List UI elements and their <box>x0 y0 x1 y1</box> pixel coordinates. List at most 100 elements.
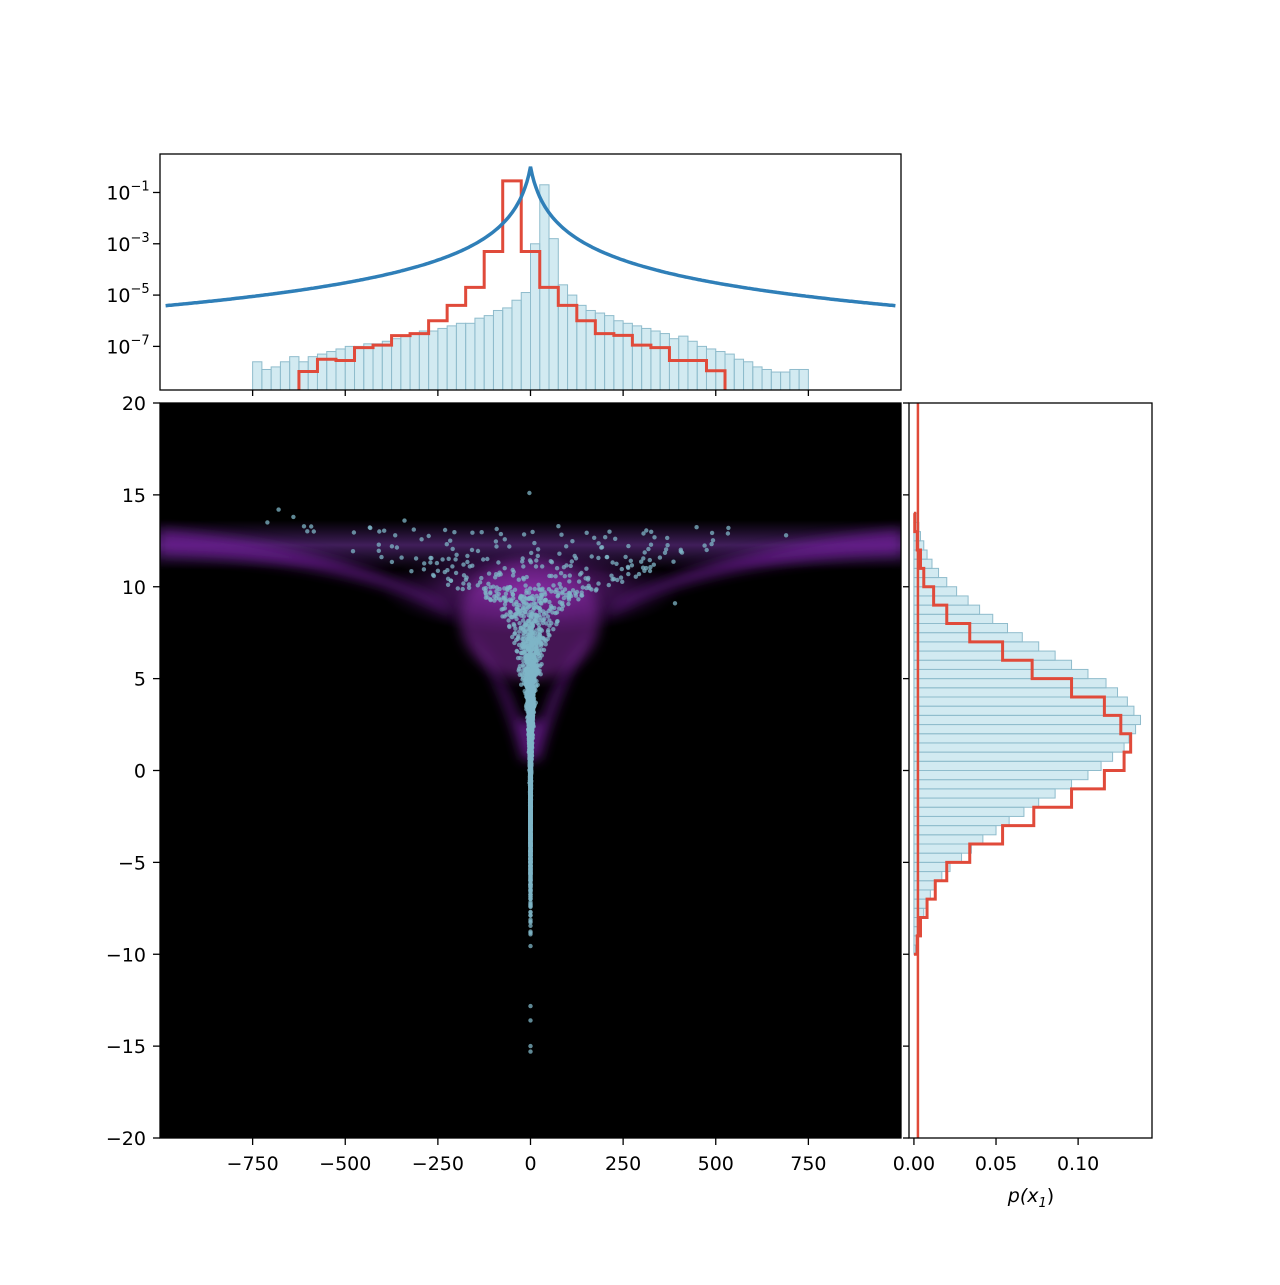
scatter-point <box>411 527 416 532</box>
scatter-point <box>399 555 404 560</box>
scatter-point <box>694 525 699 530</box>
scatter-point <box>351 530 357 535</box>
scatter-point <box>558 585 563 590</box>
scatter-point <box>528 943 533 949</box>
top-bar <box>381 340 393 390</box>
scatter-point <box>419 537 424 542</box>
scatter-point <box>463 577 469 582</box>
scatter-point <box>528 813 533 819</box>
scatter-point <box>376 542 381 547</box>
scatter-point <box>309 524 314 529</box>
right-bar <box>913 678 1107 689</box>
scatter-point <box>665 543 670 548</box>
scatter-point <box>725 531 731 536</box>
scatter-point <box>678 547 683 552</box>
scatter-point <box>662 550 668 555</box>
scatter-point <box>512 623 517 628</box>
top-bar <box>483 315 494 390</box>
scatter-point <box>506 618 511 623</box>
scatter-points <box>265 490 789 1054</box>
scatter-point <box>549 605 554 610</box>
scatter-point <box>537 618 543 623</box>
scatter-point <box>521 636 526 642</box>
scatter-point <box>528 857 533 863</box>
right-bar <box>913 751 1114 762</box>
scatter-point <box>559 607 565 612</box>
scatter-point <box>646 546 651 552</box>
scatter-point <box>528 901 533 906</box>
scatter-point <box>547 633 552 638</box>
scatter-point <box>628 558 633 563</box>
scatter-point <box>647 557 652 563</box>
scatter-point <box>505 586 510 591</box>
scatter-point <box>528 888 533 893</box>
scatter-point <box>527 558 533 563</box>
top-bar <box>428 330 439 390</box>
top-histogram-outline <box>297 179 727 390</box>
scatter-point <box>557 551 562 556</box>
scatter-point <box>536 599 542 604</box>
scatter-point <box>567 579 572 584</box>
scatter-point <box>389 544 395 549</box>
scatter-point <box>531 635 536 641</box>
top-bar <box>650 330 661 390</box>
top-bar <box>733 358 745 390</box>
main-y-tick-label: 15 <box>122 485 146 507</box>
scatter-point <box>576 597 581 602</box>
scatter-point <box>512 587 518 592</box>
scatter-point <box>536 653 542 659</box>
scatter-point <box>603 535 608 540</box>
scatter-point <box>446 556 451 561</box>
scatter-point <box>644 528 649 533</box>
top-bar <box>678 335 689 390</box>
main-x-axis: −750 −500 −250 0 250 500 750 <box>227 1138 827 1175</box>
scatter-point <box>521 532 527 537</box>
scatter-point <box>570 539 575 544</box>
right-bar <box>913 788 1056 799</box>
scatter-point <box>648 542 654 547</box>
scatter-point <box>511 569 516 575</box>
scatter-point <box>545 614 551 619</box>
scatter-point <box>538 640 543 645</box>
scatter-point <box>382 528 387 533</box>
scatter-point <box>531 686 536 691</box>
scatter-point <box>527 490 532 496</box>
top-bar <box>641 327 652 390</box>
scatter-point <box>639 559 644 564</box>
top-bar <box>363 343 374 390</box>
scatter-point <box>533 644 538 649</box>
top-bar <box>520 292 531 390</box>
scatter-point <box>475 583 480 588</box>
scatter-point <box>518 655 523 661</box>
scatter-point <box>453 557 458 562</box>
scatter-point <box>523 644 528 649</box>
scatter-point <box>564 544 569 549</box>
scatter-point <box>642 550 647 555</box>
scatter-point <box>529 717 535 722</box>
scatter-point <box>421 567 427 572</box>
scatter-point <box>528 796 533 801</box>
top-bar <box>400 335 411 390</box>
scatter-point <box>626 571 631 577</box>
scatter-point <box>520 668 526 673</box>
scatter-point <box>561 565 567 570</box>
scatter-point <box>520 559 525 564</box>
scatter-point <box>265 520 270 525</box>
scatter-point <box>528 909 533 915</box>
scatter-point <box>448 578 454 583</box>
right-bar <box>913 861 951 873</box>
scatter-point <box>509 614 514 620</box>
main-x-tick-label: 750 <box>790 1153 826 1175</box>
right-bar <box>913 650 1056 661</box>
scatter-point <box>452 530 457 535</box>
scatter-point <box>532 652 537 657</box>
scatter-point <box>542 616 547 622</box>
scatter-point <box>450 546 455 552</box>
scatter-point <box>502 606 508 611</box>
right-x-tick-label: 0.10 <box>1057 1153 1099 1175</box>
scatter-point <box>513 611 519 616</box>
scatter-point <box>545 629 551 634</box>
scatter-point <box>530 629 535 634</box>
scatter-point <box>528 894 533 900</box>
main-joint-panel: −20 −15 −10 −5 0 5 10 15 20 −750 −500 −250 0 250 500 7… <box>106 393 902 1175</box>
